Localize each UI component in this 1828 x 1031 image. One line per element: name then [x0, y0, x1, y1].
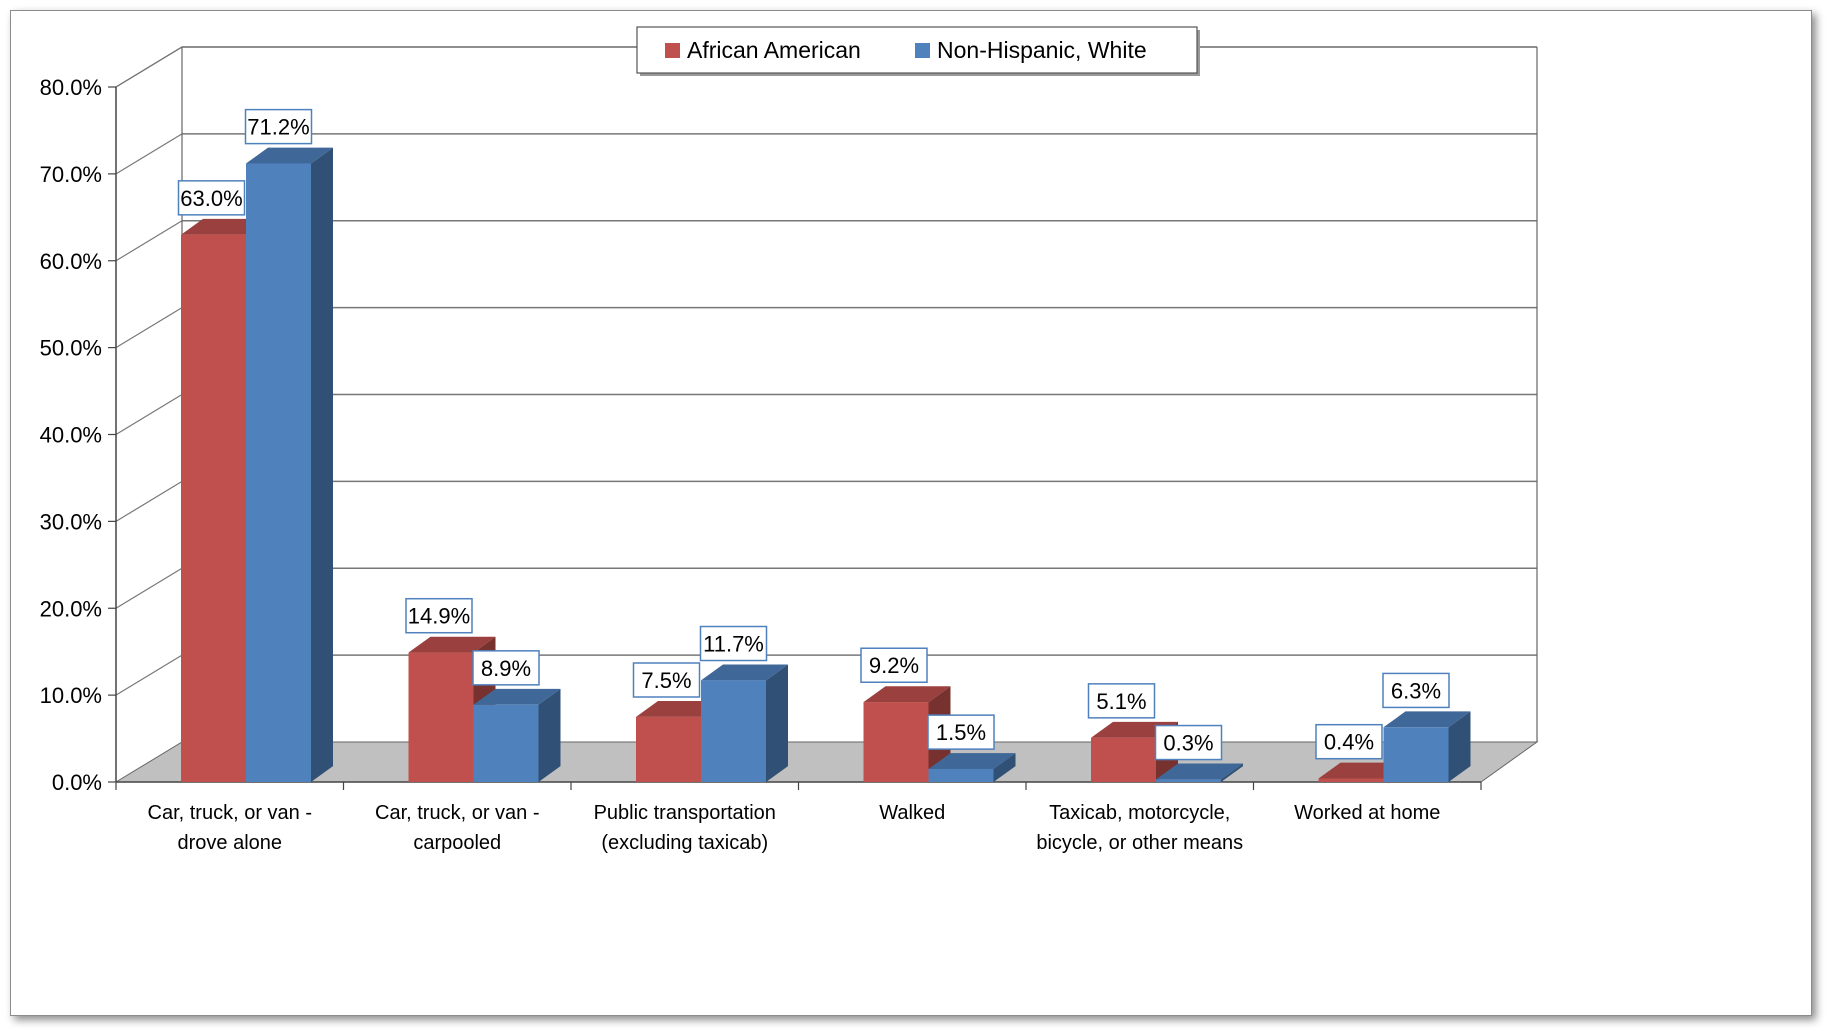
- x-category-label: carpooled: [413, 832, 501, 854]
- bar-side-1-3: [993, 753, 1016, 782]
- data-label-box-0-2: [632, 662, 701, 698]
- y-tick-label: 60.0%: [40, 249, 102, 274]
- x-category-label: Taxicab, motorcycle,: [1049, 802, 1230, 824]
- bar-top-1-5: [1383, 711, 1471, 728]
- data-label-0-4: 5.1%: [1096, 689, 1146, 714]
- bar-0-5: [1318, 778, 1384, 782]
- data-label-box-1-3: [927, 714, 995, 750]
- bar-top-1-2: [701, 664, 788, 681]
- y-tick-label: 0.0%: [52, 770, 102, 795]
- data-label-box-0-3: [860, 647, 928, 683]
- gridline-side: [115, 480, 183, 522]
- bar-top-1-3: [928, 753, 1016, 769]
- chart-frame: 0.0% 10.0% 20.0% 30.0% 40.0% 50.0% 60.0% 70.0% 8…: [10, 10, 1812, 1016]
- x-category-label: Worked at home: [1294, 802, 1440, 824]
- bar-1-2: [701, 680, 766, 782]
- bar-0-0: [181, 234, 246, 782]
- data-label-1-5: 6.3%: [1391, 678, 1441, 703]
- data-label-0-5: 0.4%: [1324, 730, 1374, 755]
- legend-swatch-1: [915, 43, 930, 58]
- data-label-box-1-5: [1382, 672, 1450, 709]
- bar-0-4: [1091, 737, 1156, 782]
- legend-label-1: Non-Hispanic, White: [937, 37, 1147, 63]
- x-category-label: Public transportation: [594, 802, 776, 824]
- data-label-box-0-5: [1315, 723, 1383, 760]
- data-label-0-3: 9.2%: [869, 653, 919, 678]
- y-tick-label: 70.0%: [40, 162, 102, 187]
- gridline-side: [115, 220, 183, 262]
- legend-swatch-0: [665, 43, 680, 58]
- gridline-side: [115, 46, 183, 88]
- data-label-1-4: 0.3%: [1163, 731, 1213, 756]
- bar-0-2: [636, 716, 701, 782]
- bar-side-1-2: [766, 664, 788, 782]
- bar-side-1-0: [311, 147, 333, 783]
- bar-1-1: [473, 704, 539, 782]
- bar-top-1-4: [1156, 763, 1243, 780]
- bar-1-0: [246, 163, 311, 782]
- data-label-box-0-4: [1087, 683, 1156, 719]
- y-tick-label: 20.0%: [40, 596, 102, 621]
- x-category-label: Walked: [879, 802, 945, 824]
- x-category-label: bicycle, or other means: [1036, 832, 1243, 854]
- gridline-side: [115, 393, 183, 436]
- bar-side-1-1: [538, 688, 561, 782]
- data-label-box-1-4: [1154, 724, 1223, 761]
- data-label-box-1-2: [699, 625, 768, 662]
- y-tick-label: 30.0%: [40, 509, 102, 534]
- bar-1-4: [1156, 779, 1221, 782]
- bar-side-1-4: [1221, 763, 1243, 782]
- x-category-label: Car, truck, or van -: [375, 802, 540, 824]
- commute-mode-bar-chart: 0.0% 10.0% 20.0% 30.0% 40.0% 50.0% 60.0% 70.0% 8…: [40, 26, 1539, 854]
- bar-1-3: [928, 768, 994, 782]
- gridline-side: [115, 567, 183, 609]
- data-label-1-1: 8.9%: [481, 656, 531, 681]
- data-label-box-0-1: [405, 597, 473, 634]
- legend-label-0: African American: [687, 37, 861, 63]
- bar-0-1: [408, 652, 474, 782]
- gridline-side: [115, 133, 183, 175]
- data-label-0-0: 63.0%: [180, 186, 242, 211]
- bar-top-1-0: [246, 147, 333, 164]
- data-label-1-2: 11.7%: [703, 632, 764, 657]
- bar-top-1-1: [473, 688, 561, 705]
- y-tick-label: 80.0%: [40, 75, 102, 100]
- bar-top-0-3: [863, 686, 951, 703]
- bar-1-5: [1383, 727, 1449, 782]
- data-label-0-1: 14.9%: [408, 604, 470, 629]
- y-tick-label: 40.0%: [40, 423, 102, 448]
- x-category-label: drove alone: [177, 832, 282, 854]
- data-label-box-0-0: [177, 180, 246, 216]
- y-tick-label: 50.0%: [40, 336, 102, 361]
- x-category-label: Car, truck, or van -: [148, 802, 313, 824]
- gridline-side: [115, 307, 183, 349]
- bar-side-1-5: [1448, 711, 1471, 782]
- bar-0-3: [863, 702, 929, 782]
- data-label-box-1-1: [472, 650, 540, 686]
- data-label-0-2: 7.5%: [641, 668, 691, 693]
- data-label-1-3: 1.5%: [936, 720, 986, 745]
- x-category-label: (excluding taxicab): [601, 832, 768, 854]
- data-label-box-1-0: [244, 108, 313, 145]
- y-tick-label: 10.0%: [40, 683, 102, 708]
- data-label-1-0: 71.2%: [247, 115, 309, 140]
- bar-top-0-1: [408, 636, 496, 653]
- gridline-side: [115, 654, 183, 696]
